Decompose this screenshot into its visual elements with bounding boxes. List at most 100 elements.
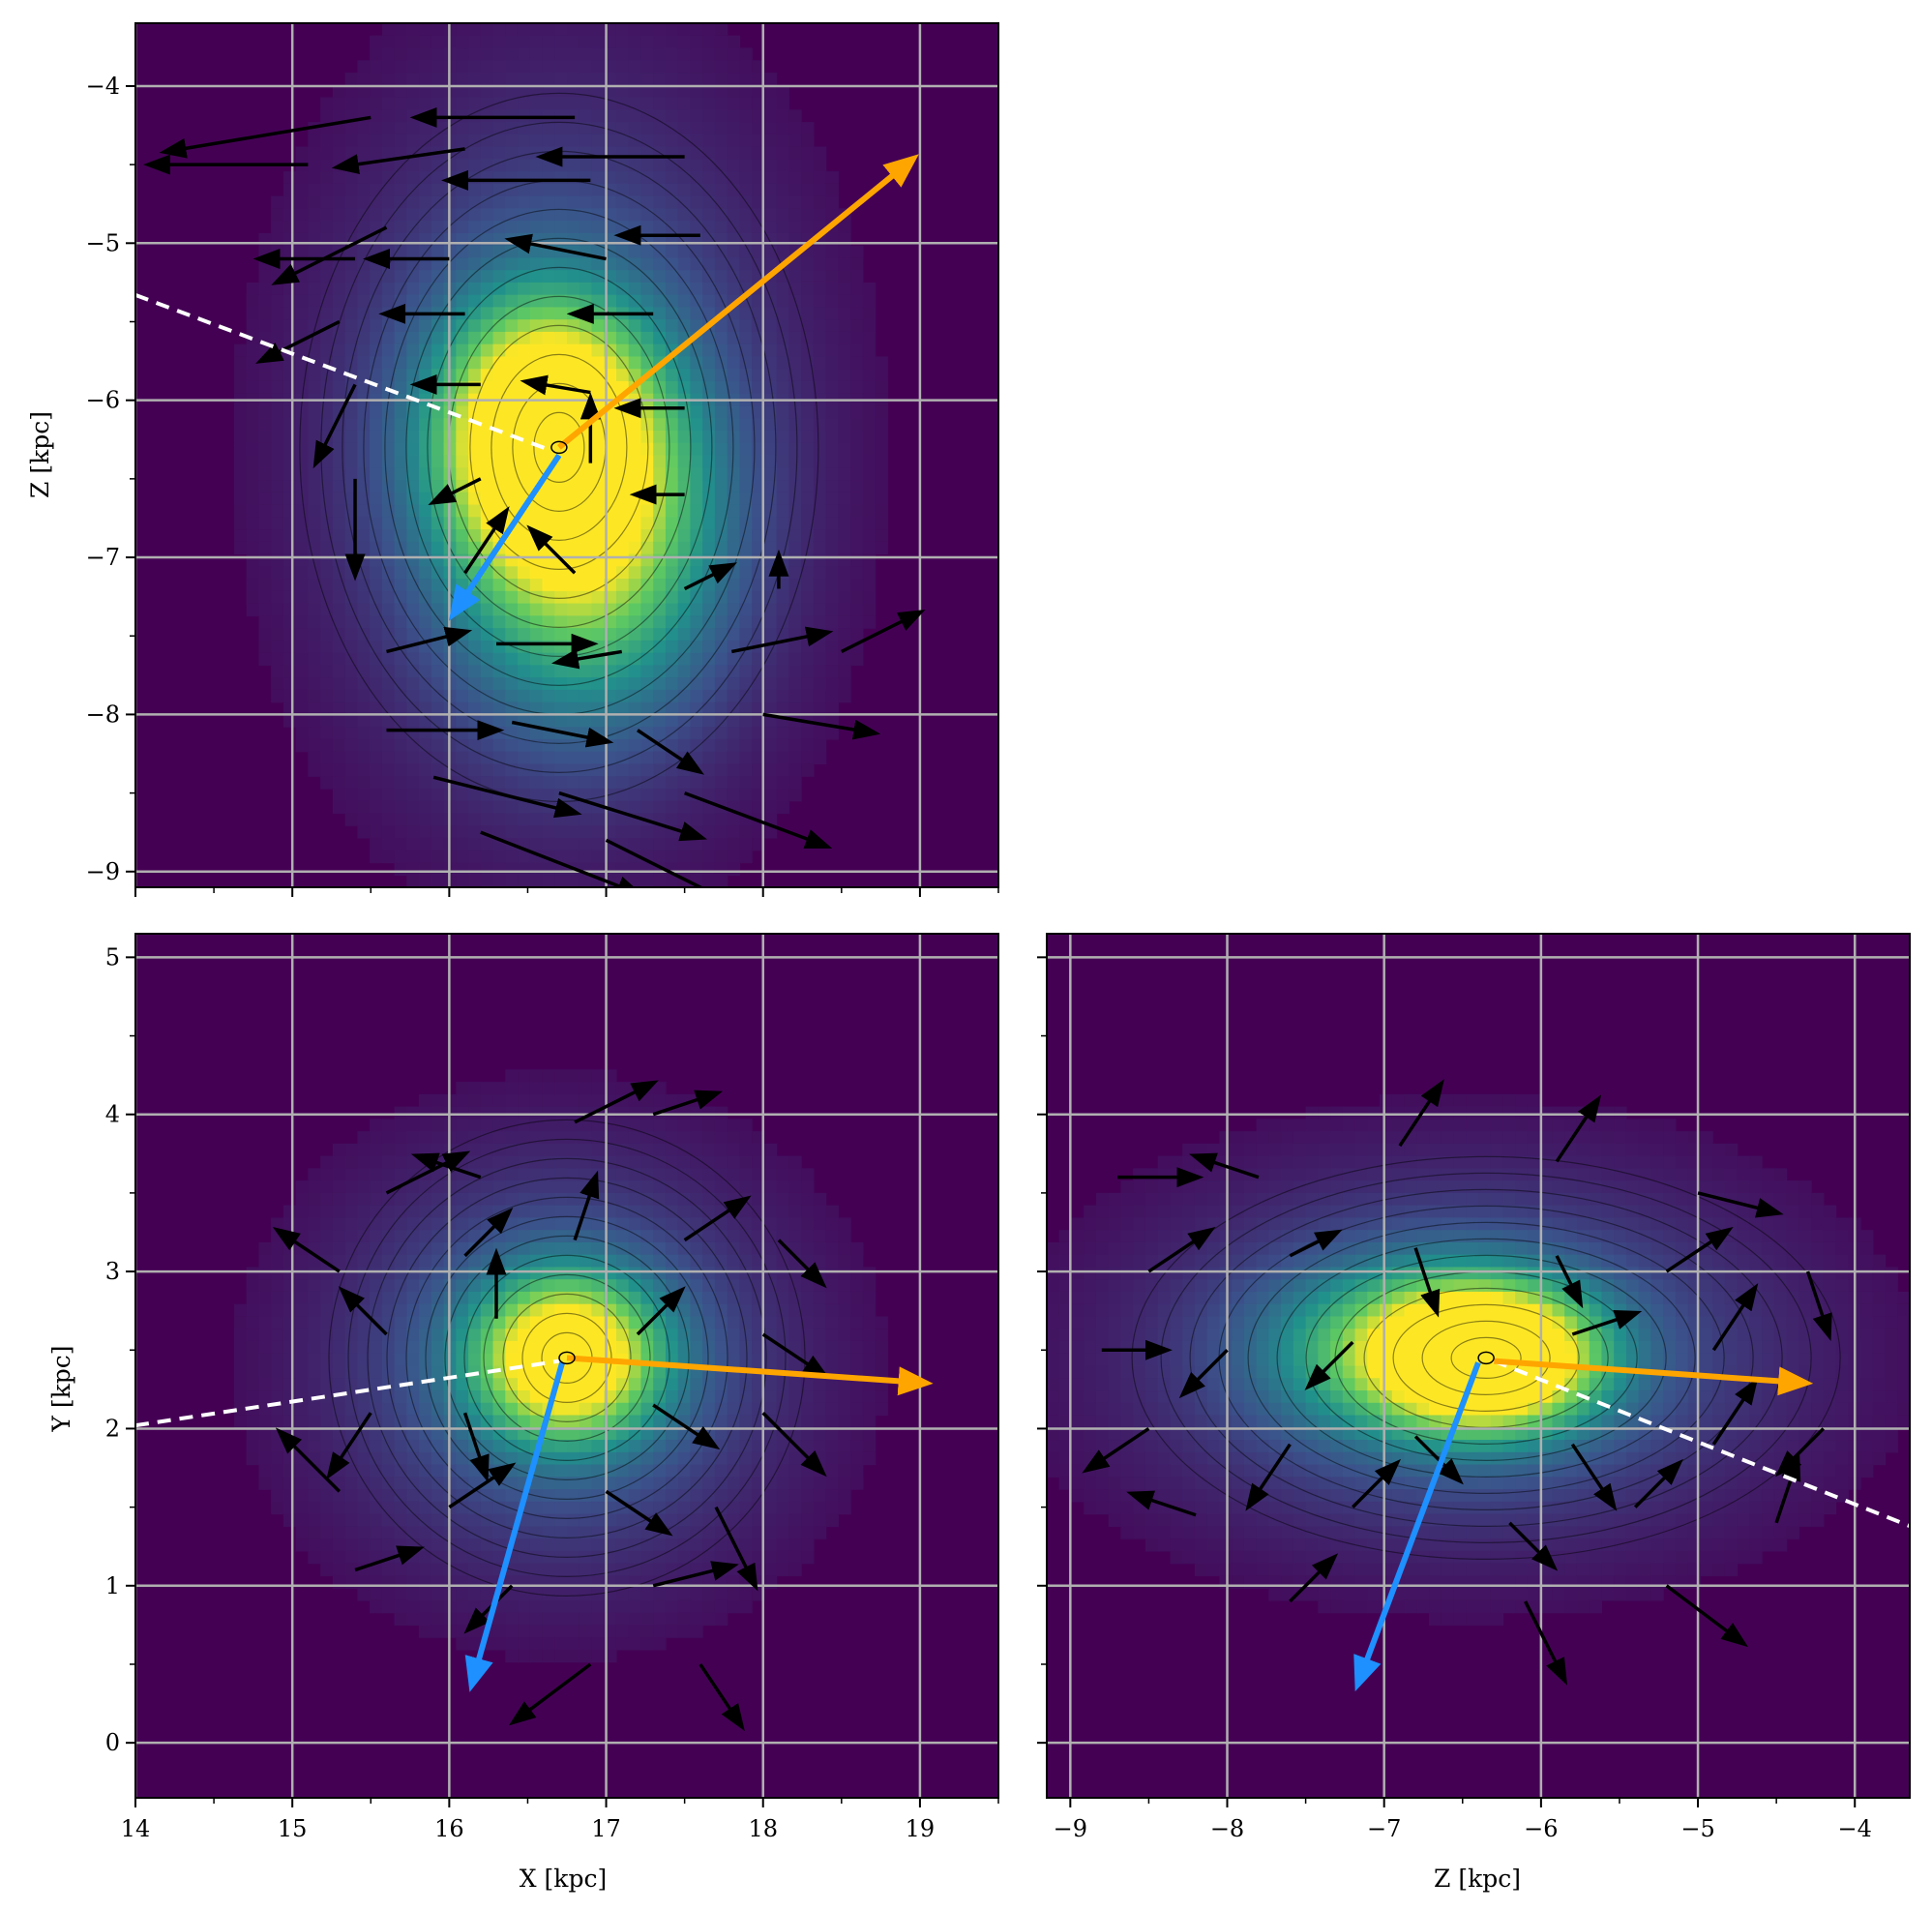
quiver-arrow: [1147, 1227, 1216, 1273]
center-marker: [558, 1351, 576, 1365]
quiver-arrow: [636, 1286, 686, 1336]
quiver-arrow: [605, 838, 704, 887]
contour-level: [367, 1157, 767, 1558]
y-tick-label: −9: [86, 858, 120, 885]
x-tick-label: 19: [906, 1815, 936, 1842]
velocity-quiver: [142, 106, 926, 887]
quiver-arrow: [1126, 1490, 1197, 1517]
quiver-arrow: [1413, 1247, 1441, 1318]
orange-principal-arrow: [1494, 1358, 1814, 1396]
center-marker: [550, 440, 568, 455]
contour-level: [1247, 1221, 1725, 1494]
contour-level: [427, 266, 692, 628]
quiver-arrow: [255, 319, 341, 364]
quiver-arrow: [463, 1208, 514, 1258]
contour-level: [347, 1138, 787, 1577]
quiver-arrow: [1289, 1553, 1339, 1603]
quiver-arrow: [1665, 1227, 1734, 1273]
quiver-arrow: [1524, 1600, 1568, 1686]
quiver-arrow: [386, 626, 473, 654]
quiver-arrow: [272, 1227, 341, 1273]
blue-principal-arrow: [448, 453, 562, 621]
contour-level: [490, 353, 628, 541]
quiver-arrow: [1570, 1443, 1618, 1511]
contour-level: [384, 208, 734, 686]
contour-level: [444, 1235, 690, 1480]
quiver-arrow: [1665, 1584, 1749, 1648]
contour-level: [1421, 1320, 1551, 1395]
panel-frame: [134, 933, 999, 1799]
contour-level: [483, 1273, 651, 1442]
ticks: −9 −8 −7 −6 −5 −4: [1037, 956, 1872, 1842]
quiver-arrow: [558, 791, 708, 842]
density-heatmap: [233, 23, 888, 887]
quiver-arrow: [1555, 1255, 1584, 1309]
quiver-arrow: [1633, 1458, 1683, 1508]
ticks: 14 15 16 17 18 19 0 1 2 3 4 5: [105, 943, 999, 1842]
quiver-arrow: [1508, 1521, 1559, 1571]
quiver-arrow: [480, 830, 644, 887]
y-tick-label: 5: [105, 943, 120, 970]
quiver-arrow: [159, 115, 372, 159]
quiver-arrow: [1697, 1191, 1784, 1218]
contour-level: [1392, 1303, 1580, 1412]
panel-frame: [134, 22, 999, 888]
quiver-arrow: [354, 1545, 425, 1572]
quiver-arrow: [714, 1506, 758, 1592]
quiver-arrow: [1352, 1458, 1402, 1508]
x-tick-label: 14: [121, 1815, 151, 1842]
contour-level: [469, 324, 649, 570]
x-tick-label: −6: [1524, 1815, 1558, 1842]
ticks: −4 −5 −6 −7 −8 −9: [86, 73, 999, 897]
contour-level: [1276, 1238, 1696, 1478]
quiver-arrow: [1189, 1152, 1260, 1179]
x-tick-label: 18: [748, 1815, 778, 1842]
contour-level: [502, 1293, 632, 1422]
dashed-axis-line: [135, 293, 552, 453]
contour-level: [463, 1254, 670, 1461]
quiver-arrow: [698, 1663, 745, 1732]
quiver-arrow: [550, 648, 623, 670]
quiver-arrow: [1082, 1426, 1150, 1474]
panel-zy: −9 −8 −7 −6 −5 −4: [1037, 933, 1911, 1842]
center-marker: [1477, 1351, 1495, 1365]
quiver-arrow: [432, 775, 582, 819]
quiver-arrow: [462, 1412, 490, 1483]
quiver-arrow: [684, 791, 833, 849]
quiver-arrow: [761, 1332, 830, 1380]
orange-principal-arrow: [556, 154, 919, 450]
quiver-arrow: [338, 1286, 388, 1336]
blue-principal-arrow: [464, 1361, 566, 1692]
grid: [135, 23, 998, 887]
quiver-arrow: [1304, 1340, 1354, 1390]
y-tick-label: 2: [105, 1415, 120, 1442]
panel-xz: −4 −5 −6 −7 −8 −9: [86, 22, 999, 897]
quiver-arrow: [275, 1427, 342, 1493]
blue-principal-arrow: [1353, 1361, 1481, 1692]
contour-level: [521, 1312, 612, 1403]
velocity-quiver: [1082, 1079, 1832, 1686]
y-tick-label: 1: [105, 1572, 120, 1599]
contour-level: [1131, 1155, 1841, 1560]
quiver-arrow: [1571, 1309, 1643, 1336]
y-tick-label: 0: [105, 1729, 120, 1756]
quiver-arrow: [683, 1195, 752, 1242]
quiver-arrow: [1711, 1377, 1759, 1446]
panel-xy: 14 15 16 17 18 19 0 1 2 3 4 5: [105, 933, 999, 1842]
quiver-arrow: [652, 1090, 724, 1117]
quiver-arrow: [1178, 1349, 1229, 1399]
contour-level: [1305, 1254, 1667, 1461]
x-tick-label: −8: [1210, 1815, 1244, 1842]
x-tick-label: 15: [278, 1815, 308, 1842]
contour-level: [425, 1215, 709, 1500]
quiver-arrow: [508, 1662, 592, 1726]
y-tick-label: −8: [86, 701, 120, 728]
quiver-arrow: [526, 524, 577, 575]
grid: [1047, 934, 1910, 1798]
quiver-arrow: [1711, 1283, 1759, 1352]
contour-level: [1189, 1188, 1783, 1527]
quiver-arrow: [777, 1239, 827, 1289]
quiver-arrow: [448, 1462, 517, 1509]
quiver-arrow: [326, 1412, 372, 1480]
